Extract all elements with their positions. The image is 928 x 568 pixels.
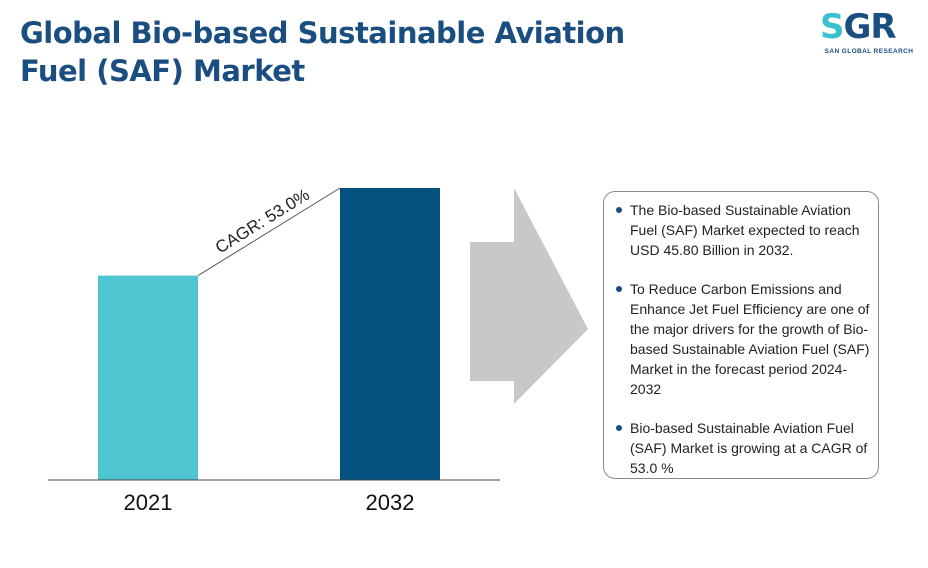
- bullet-icon: [616, 425, 622, 431]
- info-text: Bio-based Sustainable Aviation Fuel (SAF…: [630, 420, 868, 476]
- logo-subtitle: SAN GLOBAL RESEARCH: [824, 48, 914, 55]
- cagr-label: CAGR: 53.0%: [212, 185, 313, 257]
- x-tick-label: 2032: [366, 490, 415, 515]
- info-item: To Reduce Carbon Emissions and Enhance J…: [614, 279, 870, 399]
- x-tick-label: 2021: [124, 490, 173, 515]
- logo-letter-s: S: [820, 7, 844, 47]
- title-line-2: Fuel (SAF) Market: [20, 54, 305, 88]
- cagr-connector-line: [197, 187, 341, 277]
- bullet-icon: [616, 286, 622, 292]
- title-line-1: Global Bio-based Sustainable Aviation: [20, 16, 625, 50]
- bar-2021: [98, 275, 198, 480]
- info-text: The Bio-based Sustainable Aviation Fuel …: [630, 202, 860, 258]
- bar-2032: [340, 188, 440, 480]
- sgr-logo: SGR SAN GLOBAL RESEARCH: [816, 8, 922, 60]
- bullet-icon: [616, 207, 622, 213]
- info-text: To Reduce Carbon Emissions and Enhance J…: [630, 281, 870, 397]
- info-item: Bio-based Sustainable Aviation Fuel (SAF…: [614, 418, 870, 478]
- page-title: Global Bio-based Sustainable Aviation Fu…: [20, 14, 660, 90]
- arrow-right-icon: [470, 188, 588, 404]
- info-item: The Bio-based Sustainable Aviation Fuel …: [614, 200, 870, 260]
- logo-letters-gr: GR: [843, 7, 897, 47]
- logo-mark: SGR: [820, 7, 897, 47]
- info-box: The Bio-based Sustainable Aviation Fuel …: [603, 191, 879, 479]
